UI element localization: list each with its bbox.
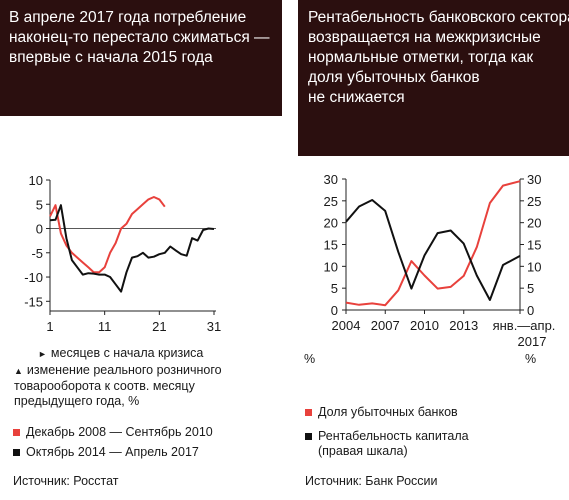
left-legend-label-0: Декабрь 2008 — Сентябрь 2010 (26, 425, 213, 439)
right-legend-label-1: Рентабельность капитала (правая шкала) (318, 429, 469, 458)
left-y-tick-label: -5 (31, 246, 43, 261)
right-legend-swatch-red (305, 409, 312, 416)
left-x-note-text: месяцев с начала кризиса (50, 346, 204, 360)
right-legend-label-0: Доля убыточных банков (318, 405, 458, 419)
right-right-axis-unit: % (525, 352, 537, 366)
left-y-note-text: изменение реального розничного товарообо… (14, 363, 222, 408)
left-y-tick-label: -15 (24, 294, 43, 309)
right-title-line-3: нормальные отметки, тогда как (308, 49, 534, 66)
left-x-tick-label: 31 (207, 319, 221, 334)
right-title-line-4: доля убыточных банков (308, 69, 480, 86)
right-x-tick-label-last-line-1: янв.—апр. (493, 318, 556, 333)
right-x-tick-label: 2004 (332, 318, 361, 333)
left-x-tick-label: 1 (46, 319, 53, 334)
right-left-y-tick-label: 10 (324, 259, 338, 274)
left-panel: В апреле 2017 года потребление наконец-т… (0, 0, 282, 500)
left-x-tick-label: 21 (152, 319, 166, 334)
right-left-y-tick-label: 20 (324, 216, 338, 231)
left-y-note: ▲ изменение реального розничного товарооб… (14, 363, 254, 409)
right-title-line-5: не снижается (308, 89, 405, 106)
right-legend-item-1: Рентабельность капитала (правая шкала) (305, 429, 480, 459)
right-left-axis-unit: % (304, 352, 316, 366)
left-y-tick-label: 0 (36, 222, 43, 237)
right-series-black-line (345, 199, 521, 301)
right-legend-swatch-black (305, 433, 312, 440)
left-source: Источник: Росстат (13, 474, 119, 488)
left-series-black-line (49, 204, 215, 293)
right-right-y-tick-label: 25 (527, 194, 541, 209)
right-left-y-tick-label: 5 (331, 281, 338, 296)
left-legend-label-1: Октябрь 2014 — Апрель 2017 (26, 445, 199, 459)
right-x-tick-label-last-line-2: 2017 (518, 334, 547, 349)
left-legend-swatch-black (13, 449, 20, 456)
right-left-y-tick-label: 15 (324, 238, 338, 253)
left-legend-item-0: Декабрь 2008 — Сентябрь 2010 (13, 425, 213, 440)
right-x-tick-label: 2013 (449, 318, 478, 333)
right-right-y-tick-label: 30 (527, 172, 541, 187)
left-series-red-line (49, 196, 166, 274)
right-line-chart: 0 5 10 15 20 25 30 0 5 10 15 20 25 30 2004 2007 2010 2013… (324, 172, 556, 349)
left-title-line-2: наконец-то перестало сжиматься — (9, 29, 270, 46)
right-left-y-tick-label: 30 (324, 172, 338, 187)
right-title-line-1: Рентабельность банковского сектора (308, 9, 569, 26)
left-title-line-3: впервые с начала 2015 года (9, 49, 213, 66)
right-chart-header: Рентабельность банковского сектора возвр… (298, 0, 569, 156)
left-y-tick-label: 5 (36, 197, 43, 212)
right-right-y-tick-label: 20 (527, 216, 541, 231)
left-x-tick-label: 11 (98, 319, 112, 334)
right-legend-item-0: Доля убыточных банков (305, 405, 458, 420)
right-title-line-2: возвращается на межкризисные (308, 29, 541, 46)
right-x-tick-label: 2007 (371, 318, 400, 333)
right-right-y-tick-label: 0 (527, 303, 534, 318)
right-panel: Рентабельность банковского сектора возвр… (298, 0, 569, 500)
up-triangle-icon: ▲ (14, 366, 23, 376)
left-x-note: ► месяцев с начала кризиса (38, 346, 203, 362)
right-right-y-tick-label: 5 (527, 281, 534, 296)
left-y-tick-label: 10 (29, 173, 43, 188)
right-right-y-tick-label: 10 (527, 259, 541, 274)
left-chart-header: В апреле 2017 года потребление наконец-т… (0, 0, 282, 116)
right-x-tick-label: 2010 (410, 318, 439, 333)
left-title-line-1: В апреле 2017 года потребление (9, 9, 247, 26)
right-left-y-tick-label: 25 (324, 194, 338, 209)
left-legend-item-1: Октябрь 2014 — Апрель 2017 (13, 445, 199, 460)
right-series-red-line (345, 180, 521, 307)
left-y-tick-label: -10 (24, 270, 43, 285)
right-left-y-tick-label: 0 (331, 303, 338, 318)
left-legend-swatch-red (13, 429, 20, 436)
right-triangle-icon: ► (38, 349, 47, 359)
right-source: Источник: Банк России (305, 474, 438, 488)
right-right-y-tick-label: 15 (527, 238, 541, 253)
